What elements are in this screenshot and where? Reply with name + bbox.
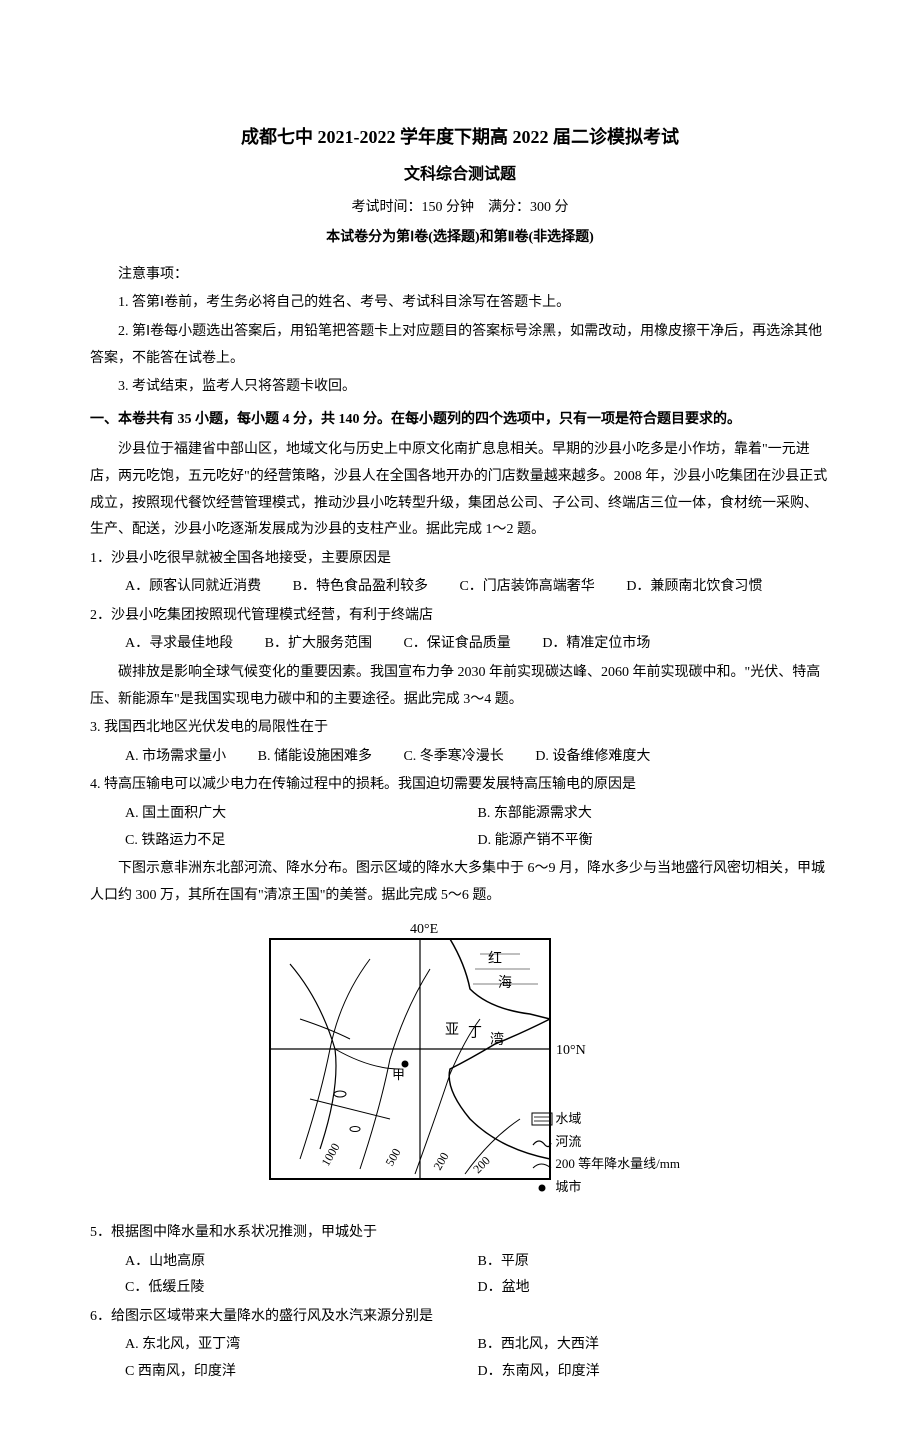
section-heading: 一、本卷共有 35 小题，每小题 4 分，共 140 分。在每小题列的四个选项中… <box>90 407 830 434</box>
gulf-label-1: 亚 <box>445 1023 459 1038</box>
q1-option-d: D．兼顾南北饮食习惯 <box>626 574 762 601</box>
exam-info: 考试时间：150 分钟 满分：300 分 <box>90 195 830 222</box>
q6-option-a: A. 东北风，亚丁湾 <box>125 1332 478 1359</box>
legend-city-label: 城市 <box>555 1177 581 1198</box>
passage-2: 碳排放是影响全球气候变化的重要因素。我国宣布力争 2030 年前实现碳达峰、20… <box>90 660 830 713</box>
gulf-label-3: 湾 <box>490 1031 504 1048</box>
map-figure: 40°E 10°N 红 海 亚 丁 湾 1000 <box>90 919 830 1210</box>
q2-option-d: D．精准定位市场 <box>542 631 650 658</box>
q4-option-c: C. 铁路运力不足 <box>125 828 478 855</box>
title-main: 成都七中 2021-2022 学年度下期高 2022 届二诊模拟考试 <box>90 120 830 154</box>
notice-item: 3. 考试结束，监考人只将答题卡收回。 <box>90 374 830 401</box>
legend-river-label: 河流 <box>555 1132 581 1153</box>
q2-options: A．寻求最佳地段 B．扩大服务范围 C．保证食品质量 D．精准定位市场 <box>90 631 830 658</box>
q5-options: A．山地高原 B．平原 C．低缓丘陵 D．盆地 <box>90 1249 830 1302</box>
lat-label: 10°N <box>556 1043 586 1058</box>
q2-option-a: A．寻求最佳地段 <box>125 631 233 658</box>
q5-option-d: D．盆地 <box>478 1275 831 1302</box>
q6-option-b: B．西北风，大西洋 <box>478 1332 831 1359</box>
lon-label: 40°E <box>410 922 438 937</box>
notice-item: 2. 第Ⅰ卷每小题选出答案后，用铅笔把答题卡上对应题目的答案标号涂黑，如需改动，… <box>90 319 830 372</box>
q3-option-b: B. 储能设施困难多 <box>258 744 372 771</box>
q2-option-c: C．保证食品质量 <box>403 631 510 658</box>
q3-option-d: D. 设备维修难度大 <box>535 744 650 771</box>
q2-stem: 2．沙县小吃集团按照现代管理模式经营，有利于终端店 <box>90 603 830 630</box>
q2-option-b: B．扩大服务范围 <box>265 631 372 658</box>
q1-options: A．顾客认同就近消费 B．特色食品盈利较多 C．门店装饰高端奢华 D．兼顾南北饮… <box>90 574 830 601</box>
q1-option-a: A．顾客认同就近消费 <box>125 574 261 601</box>
legend-water-icon <box>529 1112 555 1126</box>
q4-option-a: A. 国土面积广大 <box>125 801 478 828</box>
q1-option-b: B．特色食品盈利较多 <box>293 574 428 601</box>
exam-time: 考试时间：150 分钟 <box>352 200 475 215</box>
city-label: 甲 <box>392 1067 405 1082</box>
map-legend: 水域 河流 200 等年降水量线/mm 城市 <box>529 1109 680 1200</box>
notice-heading: 注意事项： <box>90 262 830 289</box>
q3-stem: 3. 我国西北地区光伏发电的局限性在于 <box>90 715 830 742</box>
q4-stem: 4. 特高压输电可以减少电力在传输过程中的损耗。我国迫切需要发展特高压输电的原因… <box>90 772 830 799</box>
q3-option-c: C. 冬季寒冷漫长 <box>403 744 503 771</box>
q4-option-d: D. 能源产销不平衡 <box>478 828 831 855</box>
sea-label-2: 海 <box>498 975 512 991</box>
q4-options: A. 国土面积广大 B. 东部能源需求大 C. 铁路运力不足 D. 能源产销不平… <box>90 801 830 854</box>
q6-option-d: D．东南风，印度洋 <box>478 1359 831 1386</box>
passage-1: 沙县位于福建省中部山区，地域文化与历史上中原文化南扩息息相关。早期的沙县小吃多是… <box>90 437 830 543</box>
paper-structure: 本试卷分为第Ⅰ卷(选择题)和第Ⅱ卷(非选择题) <box>90 225 830 252</box>
q1-option-c: C．门店装饰高端奢华 <box>459 574 594 601</box>
q6-stem: 6．给图示区域带来大量降水的盛行风及水汽来源分别是 <box>90 1304 830 1331</box>
exam-score: 满分：300 分 <box>488 200 569 215</box>
q5-option-c: C．低缓丘陵 <box>125 1275 478 1302</box>
q1-stem: 1．沙县小吃很早就被全国各地接受，主要原因是 <box>90 546 830 573</box>
q4-option-b: B. 东部能源需求大 <box>478 801 831 828</box>
map-frame <box>270 939 550 1179</box>
q5-stem: 5．根据图中降水量和水系状况推测，甲城处于 <box>90 1220 830 1247</box>
legend-isohyet-icon <box>529 1158 555 1172</box>
q6-options: A. 东北风，亚丁湾 B．西北风，大西洋 C 西南风，印度洋 D．东南风，印度洋 <box>90 1332 830 1385</box>
q3-options: A. 市场需求量小 B. 储能设施困难多 C. 冬季寒冷漫长 D. 设备维修难度… <box>90 744 830 771</box>
q3-option-a: A. 市场需求量小 <box>125 744 226 771</box>
passage-3: 下图示意非洲东北部河流、降水分布。图示区域的降水大多集中于 6～9 月，降水多少… <box>90 856 830 909</box>
title-sub: 文科综合测试题 <box>90 160 830 190</box>
sea-label-1: 红 <box>488 951 502 967</box>
q6-option-c: C 西南风，印度洋 <box>125 1359 478 1386</box>
q5-option-a: A．山地高原 <box>125 1249 478 1276</box>
legend-water-label: 水域 <box>555 1109 581 1130</box>
q5-option-b: B．平原 <box>478 1249 831 1276</box>
legend-isohyet-label: 200 等年降水量线/mm <box>555 1154 680 1175</box>
notice-item: 1. 答第Ⅰ卷前，考生务必将自己的姓名、考号、考试科目涂写在答题卡上。 <box>90 290 830 317</box>
legend-river-icon <box>529 1135 555 1149</box>
legend-city-icon <box>529 1181 555 1195</box>
